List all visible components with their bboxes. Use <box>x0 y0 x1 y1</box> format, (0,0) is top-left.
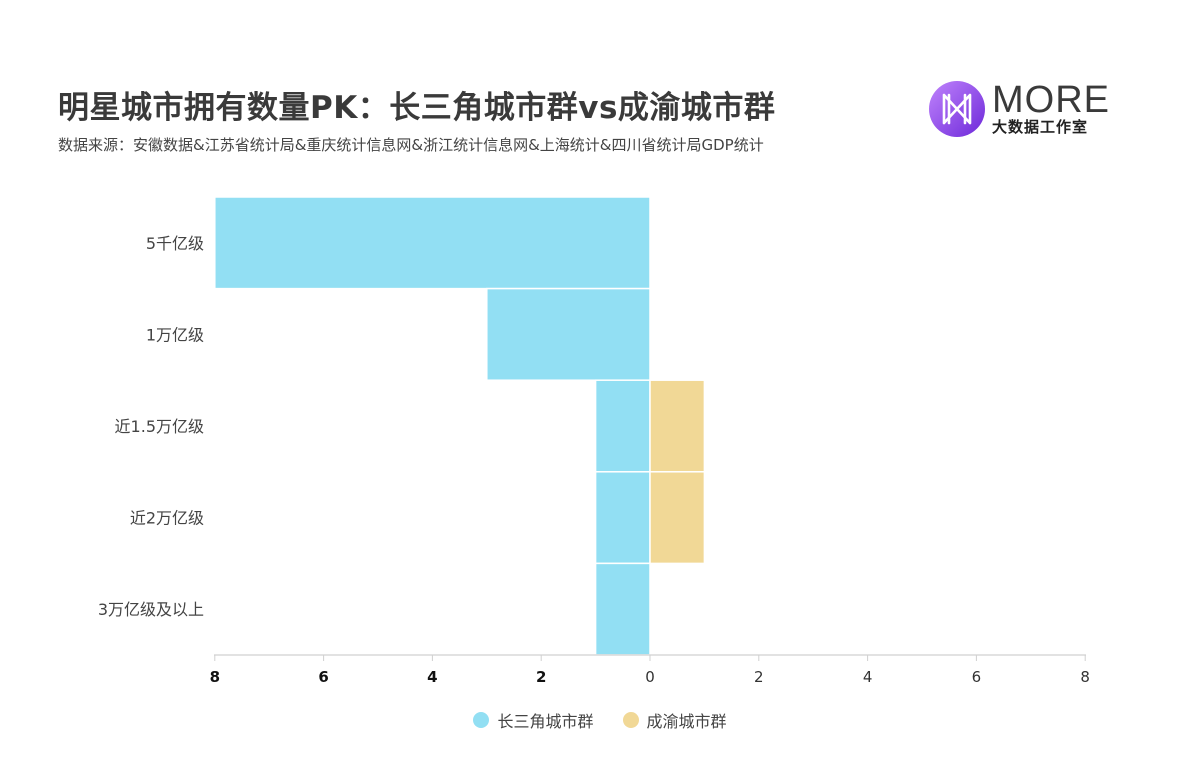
bar-chengyu-2 <box>649 379 706 473</box>
legend-swatch-chengyu <box>622 712 639 728</box>
bar-chengyu-3 <box>649 471 706 565</box>
legend-item-chengyu[interactable]: 成渝城市群 <box>622 708 727 732</box>
category-label-1: 1万亿级 <box>146 325 204 344</box>
chart-title: 明星城市拥有数量PK：长三角城市群vs成渝城市群 <box>58 90 776 126</box>
chart-legend: 长三角城市群 成渝城市群 <box>0 708 1200 732</box>
logo-wordmark: MORE <box>992 79 1110 121</box>
more-logo-icon <box>929 81 985 137</box>
x-tick-label-right-4: 8 <box>1080 668 1090 686</box>
bar-yangtze-0 <box>214 196 651 290</box>
x-tick-label-right-3: 6 <box>972 668 982 686</box>
legend-label-chengyu: 成渝城市群 <box>646 712 727 731</box>
x-tick-label-right-0: 0 <box>645 668 655 686</box>
bar-yangtze-1 <box>486 287 651 381</box>
legend-swatch-yangtze <box>473 712 490 728</box>
bar-yangtze-3 <box>594 471 651 565</box>
bar-yangtze-2 <box>594 379 651 473</box>
legend-item-yangtze[interactable]: 长三角城市群 <box>473 708 593 732</box>
logo-subtitle: 大数据工作室 <box>992 118 1089 136</box>
x-tick-label-left-3: 2 <box>536 668 546 686</box>
x-tick-label-right-1: 2 <box>754 668 764 686</box>
category-label-0: 5千亿级 <box>146 234 204 253</box>
brand-logo: MORE 大数据工作室 <box>928 80 1118 140</box>
x-tick-label-left-0: 8 <box>210 668 220 686</box>
x-tick-label-right-2: 4 <box>863 668 873 686</box>
data-source-note: 数据来源：安徽数据&江苏省统计局&重庆统计信息网&浙江统计信息网&上海统计&四川… <box>58 136 764 154</box>
x-tick-label-left-1: 6 <box>318 668 328 686</box>
x-tick-label-left-2: 4 <box>427 668 437 686</box>
category-label-4: 3万亿级及以上 <box>98 600 204 619</box>
bar-yangtze-4 <box>594 562 651 656</box>
legend-label-yangtze: 长三角城市群 <box>497 712 594 731</box>
category-label-2: 近1.5万亿级 <box>115 417 204 436</box>
category-label-3: 近2万亿级 <box>130 509 204 528</box>
